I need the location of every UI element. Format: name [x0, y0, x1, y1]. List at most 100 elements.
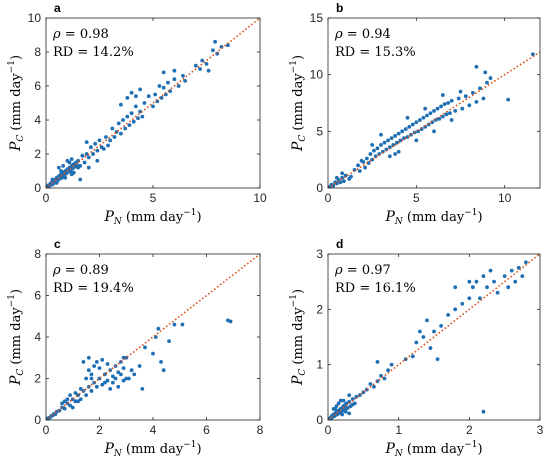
- data-point: [140, 386, 145, 391]
- data-point: [108, 386, 113, 391]
- data-point: [389, 362, 394, 367]
- rho-annotation: ρ = 0.97: [334, 263, 391, 278]
- data-point: [86, 155, 91, 160]
- y-tick-label: 0: [316, 181, 323, 195]
- data-point: [131, 119, 136, 124]
- data-point: [379, 132, 383, 137]
- data-point: [402, 136, 406, 141]
- x-tick-label: 5: [150, 191, 157, 205]
- x-axis-units: (mm day: [403, 210, 465, 225]
- data-point: [89, 376, 94, 381]
- data-point: [101, 147, 106, 151]
- data-point: [95, 148, 100, 153]
- data-point: [364, 387, 369, 392]
- rho-symbol: ρ: [334, 263, 343, 278]
- x-axis-exponent: −1: [183, 208, 196, 218]
- data-point: [133, 94, 138, 99]
- data-point: [172, 68, 177, 73]
- data-point: [140, 114, 145, 119]
- data-point: [440, 114, 445, 119]
- data-point: [435, 106, 440, 111]
- x-tick-label: 8: [257, 423, 264, 437]
- data-point: [89, 372, 94, 377]
- data-point: [460, 106, 465, 111]
- data-point: [368, 152, 373, 156]
- data-point: [91, 152, 95, 156]
- data-point: [94, 360, 99, 364]
- data-point: [116, 370, 121, 375]
- data-point: [467, 296, 472, 301]
- data-point: [414, 120, 419, 125]
- panel-label: d: [336, 237, 343, 251]
- data-point: [106, 143, 110, 148]
- data-point: [357, 169, 362, 173]
- rd-label: RD: [335, 281, 355, 296]
- data-point: [180, 322, 185, 327]
- x-tick-label: 0: [43, 423, 50, 437]
- x-tick-label: 5: [413, 191, 420, 205]
- data-point: [513, 279, 518, 284]
- y-axis-close: ): [9, 55, 24, 60]
- panel-label: b: [336, 1, 343, 15]
- data-point: [119, 372, 123, 377]
- data-point: [432, 129, 436, 134]
- data-point: [347, 393, 352, 397]
- y-axis-label: PC (mm day−1): [7, 289, 26, 386]
- data-point: [331, 183, 336, 188]
- one-to-one-line: [328, 51, 540, 188]
- data-point: [386, 138, 390, 143]
- data-point: [60, 401, 64, 406]
- data-point: [474, 279, 479, 284]
- data-point: [50, 177, 55, 182]
- data-point: [65, 397, 70, 402]
- x-axis-symbol: P: [103, 441, 114, 457]
- y-tick-label: 4: [34, 330, 41, 344]
- y-tick-label: 3: [316, 247, 323, 261]
- data-point: [370, 143, 375, 147]
- rd-annotation: RD = 19.4%: [53, 281, 134, 296]
- data-point: [372, 148, 376, 153]
- plot-area: [46, 18, 260, 188]
- data-point: [97, 138, 102, 143]
- data-point: [159, 96, 164, 100]
- data-point: [520, 274, 525, 279]
- y-tick-label: 4: [34, 113, 41, 127]
- data-point: [206, 68, 211, 73]
- data-point: [94, 384, 99, 389]
- data-point: [334, 181, 339, 186]
- data-point: [127, 123, 132, 127]
- rho-value: = 0.89: [61, 263, 109, 278]
- data-point: [423, 106, 428, 111]
- data-point: [138, 87, 143, 92]
- x-axis-subscript: N: [113, 217, 123, 227]
- data-point: [442, 102, 447, 107]
- data-point: [84, 393, 89, 397]
- y-axis-symbol: P: [8, 375, 24, 386]
- axes-box: [327, 17, 541, 189]
- data-point: [156, 326, 161, 331]
- data-point: [356, 163, 360, 168]
- y-axis-subscript: C: [298, 369, 308, 376]
- data-point: [481, 409, 486, 414]
- x-axis-close: ): [477, 210, 482, 225]
- data-point: [410, 354, 415, 359]
- data-point: [119, 360, 123, 364]
- panel-label: a: [54, 1, 61, 15]
- x-tick-label: 2: [96, 423, 103, 437]
- data-point: [364, 156, 369, 161]
- data-points: [46, 39, 230, 188]
- data-point: [204, 62, 209, 66]
- y-tick-label: 5: [316, 124, 323, 138]
- data-point: [439, 324, 443, 328]
- data-point: [65, 158, 70, 163]
- data-point: [69, 172, 74, 177]
- data-point: [421, 335, 426, 339]
- data-point: [181, 73, 185, 78]
- data-point: [151, 104, 155, 109]
- data-point: [453, 109, 458, 113]
- x-axis-label: PN (mm day−1): [103, 440, 201, 459]
- data-point: [495, 290, 500, 295]
- x-axis-symbol: P: [384, 209, 395, 225]
- data-point: [375, 360, 380, 364]
